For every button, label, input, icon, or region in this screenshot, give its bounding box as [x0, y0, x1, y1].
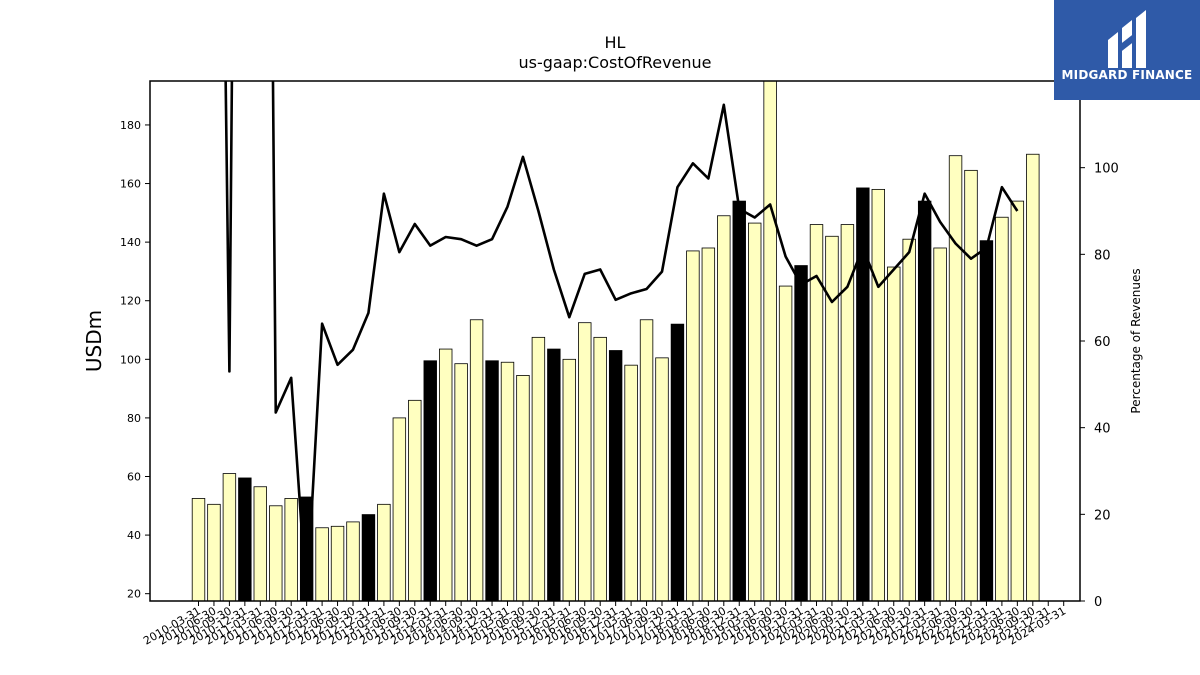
bar-2018-06-30 [701, 247, 716, 601]
bar-2011-06-30 [269, 505, 283, 601]
y2-tick-label: 20 [1094, 508, 1111, 523]
bar-2015-03-31 [500, 361, 515, 601]
bar-2010-09-30 [222, 473, 237, 601]
bar-2012-09-30 [346, 521, 360, 601]
bar-2021-09-30 [902, 238, 916, 601]
chart-title: HL [605, 33, 626, 52]
y-tick-label: 40 [127, 529, 141, 542]
y-tick-label: 180 [120, 119, 141, 132]
y2-tick-label: 0 [1094, 595, 1102, 610]
bar-2020-06-30 [825, 235, 839, 601]
bar-2013-06-30 [392, 417, 407, 601]
bar-2021-03-31 [871, 188, 886, 601]
line-series [224, 81, 1019, 601]
bar-2016-06-30 [578, 322, 592, 601]
bar-2023-09-30 [1026, 153, 1040, 601]
bar-2022-06-30 [948, 155, 963, 601]
bar-2019-12-31 [794, 265, 808, 601]
y2-axis-label: Percentage of Revenues [1129, 268, 1143, 413]
bar-2015-09-30 [531, 336, 546, 601]
bar-2013-09-30 [408, 399, 422, 601]
bar-2015-12-31 [547, 348, 561, 601]
y2-tick-label: 60 [1094, 335, 1111, 350]
bar-2012-03-31 [315, 527, 329, 601]
bar-2018-09-30 [717, 215, 731, 601]
y-tick-label: 160 [120, 178, 141, 191]
y-axis-label: USDm [82, 310, 106, 372]
left-axis: 20 40 60 80 100 120 140 160 180 [120, 119, 150, 601]
bar-2018-12-31 [732, 200, 746, 601]
bar-2019-09-30 [778, 285, 793, 601]
bar-2010-06-30 [207, 503, 221, 601]
bar-2019-06-30 [763, 81, 777, 601]
bar-2017-06-30 [639, 319, 654, 601]
bar-2017-09-30 [655, 357, 669, 601]
bar-2014-03-31 [438, 348, 453, 601]
right-axis: 0 20 40 60 80 100 [1080, 162, 1119, 610]
y-tick-label: 60 [127, 470, 141, 483]
y-tick-label: 100 [120, 353, 141, 366]
bar-2014-09-30 [469, 319, 484, 601]
y-tick-label: 140 [120, 236, 141, 249]
bar-2020-03-31 [809, 224, 824, 601]
midgard-logo-icon [1108, 10, 1146, 68]
bar-2011-03-31 [253, 486, 268, 601]
bar-2016-12-31 [608, 350, 623, 601]
percentage-line [224, 81, 1019, 601]
bar-2022-03-31 [933, 247, 947, 601]
bar-2015-06-30 [516, 375, 530, 601]
bar-2020-12-31 [856, 187, 870, 601]
y-tick-label: 80 [127, 412, 141, 425]
brand-logo-text: MIDGARD FINANCE [1061, 68, 1193, 82]
y2-tick-label: 80 [1094, 248, 1111, 263]
bar-2023-03-31 [995, 216, 1009, 601]
brand-logo: MIDGARD FINANCE [1054, 0, 1200, 100]
bar-2023-06-30 [1010, 200, 1025, 601]
bar-2016-03-31 [562, 358, 577, 601]
bar-2020-09-30 [840, 224, 855, 601]
y-tick-label: 120 [120, 295, 141, 308]
x-axis: 2010-03-312010-06-302010-09-302010-12-31… [141, 601, 1068, 648]
y2-tick-label: 100 [1094, 162, 1119, 177]
chart-subtitle: us-gaap:CostOfRevenue [518, 53, 711, 72]
bar-2017-03-31 [624, 364, 638, 601]
y-tick-label: 20 [127, 588, 141, 601]
bar-2010-03-31 [191, 498, 206, 601]
y2-tick-label: 40 [1094, 422, 1111, 437]
bar-2014-06-30 [454, 363, 468, 601]
bar-2022-12-31 [979, 240, 994, 601]
bar-series [191, 81, 1040, 601]
bar-2016-09-30 [593, 336, 607, 601]
bar-2012-12-31 [361, 514, 376, 601]
bar-2011-09-30 [284, 498, 298, 601]
bar-2013-12-31 [423, 360, 437, 601]
bar-2010-12-31 [238, 477, 252, 601]
bar-2022-09-30 [964, 169, 978, 601]
bar-2018-03-31 [686, 250, 700, 601]
bar-2021-12-31 [917, 200, 932, 601]
bar-2017-12-31 [670, 323, 685, 601]
bar-2019-03-31 [748, 222, 762, 601]
bar-2014-12-31 [485, 360, 499, 601]
bar-2013-03-31 [377, 503, 391, 601]
bar-2012-06-30 [330, 525, 345, 601]
bar-2021-06-30 [887, 266, 901, 601]
